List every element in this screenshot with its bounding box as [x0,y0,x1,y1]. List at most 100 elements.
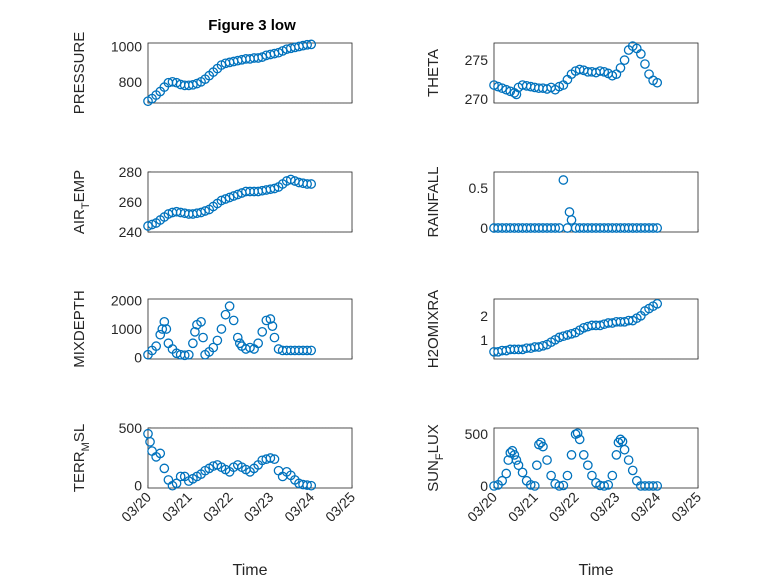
data-point [607,70,618,81]
y-tick-label: 280 [119,164,143,180]
data-point [550,223,561,233]
y-axis-label: THETA [425,49,442,97]
y-tick-label: 0.5 [469,180,489,196]
data-point [220,309,231,320]
data-point [151,341,162,351]
y-axis-label-main: AIR [71,209,88,234]
data-point [267,321,278,331]
data-point [216,195,227,206]
data-point [220,194,231,204]
data-point [306,345,317,356]
y-tick-label: 275 [465,52,489,68]
data-point [511,89,522,100]
data-point [257,327,268,337]
y-tick-label: 500 [465,426,489,442]
y-axis-label-main: RAINFALL [425,167,442,238]
data-point [652,298,663,309]
subplot-sun: 0 500 03/20 03/21 03/22 03/23 03/24 03/25 SUNFLU… [425,424,704,579]
y-tick-label: 1000 [111,321,142,337]
data-point [566,450,577,460]
data-point [171,478,182,489]
y-axis-label: SUNFLUX [425,424,446,492]
data-point [188,79,198,90]
data-point [648,481,658,491]
y-tick-label: 800 [119,74,143,90]
data-point [234,338,245,349]
subplot-pressure: 800 1000 PRESSURE [71,32,353,115]
data-point [228,315,239,326]
data-point [175,471,186,482]
x-tick-label: 03/23 [240,489,276,525]
data-point [501,84,512,95]
data-point [265,314,276,324]
x-tick-label: 03/20 [464,489,500,525]
data-point [269,454,280,465]
data-point [190,327,200,337]
y-axis-label-main: MIXDEPTH [71,290,88,368]
data-point [216,324,227,334]
x-tick-label: 03/25 [322,489,358,525]
data-point [302,480,312,490]
y-tick-label: 0 [134,350,142,366]
x-tick-label: 03/20 [118,489,154,525]
y-axis-label-subscript: F [434,453,446,460]
x-axis-label: Time [233,562,268,579]
data-point [285,174,296,185]
axes-frame [493,171,699,233]
data-point [652,223,663,233]
x-axis-label: Time [579,562,614,579]
y-axis-label: AIRTEMP [71,170,92,234]
x-tick-label: 03/23 [586,489,622,525]
data-point [517,467,528,478]
data-point [306,179,317,189]
data-point [582,460,593,471]
y-axis-label: TERRMSL [71,424,92,492]
y-axis-label-subscript: T [80,202,92,209]
data-point [179,350,190,361]
data-point [505,86,516,97]
y-axis-label-main: SUN [425,460,442,492]
subplot-theta: 270 275 THETA [425,41,699,107]
data-point [497,83,508,94]
data-point [572,428,583,439]
x-tick-label: 03/24 [281,489,317,525]
data-point [302,39,312,50]
data-point [497,475,508,486]
data-point [269,183,280,194]
data-point [554,81,565,92]
data-point [578,450,589,460]
data-point [607,470,618,481]
data-point [265,453,276,463]
data-point [648,223,658,233]
data-point [587,470,597,481]
data-point [157,324,168,334]
data-point [183,349,194,360]
data-point [566,328,577,339]
x-tick-label: 03/25 [668,489,704,525]
data-point [261,315,272,326]
y-axis-label-main: THETA [425,49,442,97]
data-point [196,317,206,327]
data-point [615,63,626,73]
data-point [161,324,172,334]
subplot-rainfall: 0 0.5 RAINFALL [425,167,699,238]
data-point [538,441,548,452]
data-point [306,480,317,491]
y-axis-label-subscript: M [80,442,92,451]
y-tick-label: 0 [480,478,488,494]
x-tick-label: 03/21 [159,489,195,525]
y-axis-label: PRESSURE [71,32,88,115]
data-point [489,80,499,90]
y-tick-label: 260 [119,194,143,210]
data-point [603,480,614,490]
x-tick-label: 03/24 [627,489,663,525]
data-point [501,468,512,479]
data-point [652,481,663,491]
data-point [529,481,540,491]
y-tick-label: 240 [119,224,143,240]
y-tick-label: 0 [480,220,488,236]
data-point [619,55,630,65]
subplot-mixdepth: 0 1000 2000 MIXDEPTH [71,290,353,368]
data-point [615,434,626,445]
